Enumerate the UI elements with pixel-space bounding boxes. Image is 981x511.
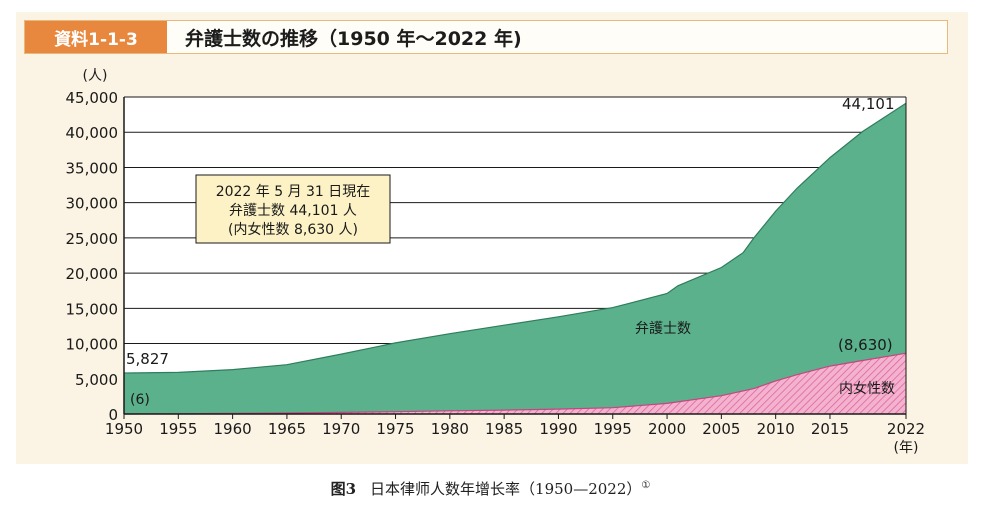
- x-tick-label: 2015: [811, 420, 849, 438]
- note-line: 弁護士数 44,101 人: [229, 203, 357, 219]
- x-tick-label: 1995: [594, 420, 632, 438]
- x-tick-label: 1970: [322, 420, 360, 438]
- women-series-label: 内女性数: [839, 380, 895, 397]
- x-tick-label: 1985: [485, 420, 523, 438]
- x-tick-label: 2022: [887, 420, 925, 438]
- y-tick-label: 30,000: [66, 195, 119, 213]
- x-tick-label: 2000: [648, 420, 686, 438]
- end-total-label: 44,101: [842, 95, 895, 113]
- x-tick-label: 1975: [376, 420, 414, 438]
- note-line: (内女性数 8,630 人): [228, 221, 358, 238]
- figure-caption: 图3 日本律师人数年增长率（1950—2022）①: [0, 478, 981, 499]
- y-tick-label: 45,000: [66, 89, 119, 107]
- x-tick-label: 1950: [105, 420, 143, 438]
- end-women-label: (8,630): [838, 336, 893, 354]
- chart-labels: 0 5,000 10,000 15,000 20,000 25,000 30,000 35,0…: [66, 68, 926, 456]
- x-tick-label: 1965: [268, 420, 306, 438]
- y-tick-label: 40,000: [66, 124, 119, 142]
- y-unit-label: (人): [83, 68, 108, 84]
- caption-footnote-mark: ①: [641, 480, 651, 491]
- series-line-lawyers: [123, 102, 907, 374]
- series-line-women: [123, 352, 907, 415]
- series-areas: [123, 102, 907, 415]
- x-unit-label: (年): [894, 440, 919, 456]
- note-line: 2022 年 5 月 31 日現在: [216, 184, 371, 200]
- y-tick-label: 35,000: [66, 159, 119, 177]
- y-tick-label: 15,000: [66, 300, 119, 318]
- x-tick-label: 1960: [214, 420, 252, 438]
- lawyers-series-label: 弁護士数: [635, 321, 691, 337]
- figure-header: 資料1-1-3 弁護士数の推移（1950 年～2022 年): [24, 20, 948, 54]
- area-women: [124, 353, 906, 414]
- x-tick-label: 2005: [702, 420, 740, 438]
- caption-text: 日本律师人数年增长率（1950—2022）: [370, 480, 642, 498]
- x-tick-label: 1980: [431, 420, 469, 438]
- x-tick-label: 2010: [757, 420, 795, 438]
- figure-title: 弁護士数の推移（1950 年～2022 年): [185, 27, 522, 50]
- start-women-label: (6): [130, 392, 150, 408]
- y-tick-label: 5,000: [75, 371, 118, 389]
- note-box-frame: [195, 174, 391, 244]
- area-lawyers: [124, 103, 906, 415]
- y-tick-label: 10,000: [66, 336, 119, 354]
- x-tick-label: 1990: [539, 420, 577, 438]
- lawyer-count-area-chart: 0 5,000 10,000 15,000 20,000 25,000 30,000 35,0…: [66, 68, 926, 456]
- start-total-label: 5,827: [126, 350, 169, 368]
- caption-figure-number: 图3: [330, 480, 357, 498]
- y-tick-label: 25,000: [66, 230, 119, 248]
- x-tick-label: 1955: [159, 420, 197, 438]
- figure-tag: 資料1-1-3: [25, 21, 167, 53]
- y-tick-label: 20,000: [66, 265, 119, 283]
- axes: [123, 96, 907, 419]
- y-tick-label: 0: [108, 406, 118, 424]
